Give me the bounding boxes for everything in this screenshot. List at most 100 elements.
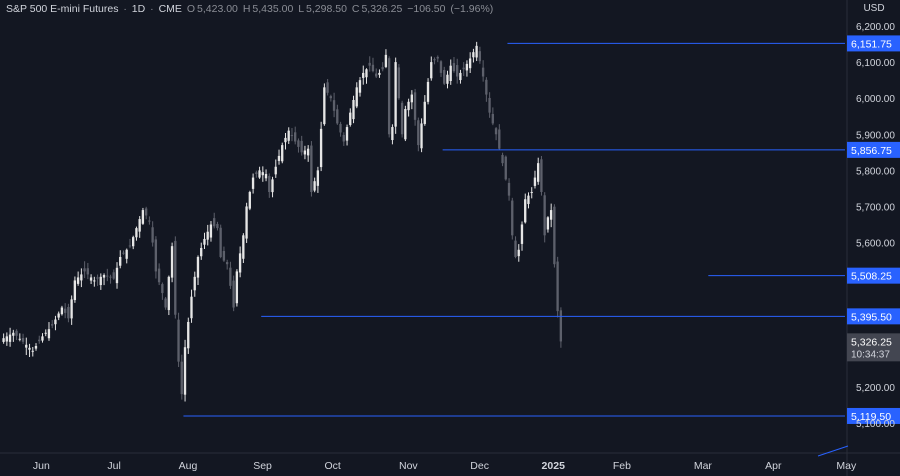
candle-body: [501, 154, 504, 164]
candle-body: [452, 63, 456, 72]
candle-body: [235, 271, 239, 304]
candle-body: [319, 128, 323, 168]
open-label: O: [186, 3, 196, 15]
candle-body: [47, 329, 51, 339]
candle-body: [407, 101, 410, 111]
price-axis-tick: 5,800.00: [856, 166, 895, 177]
candle-body: [86, 268, 89, 275]
candle-body: [410, 94, 413, 103]
candle-body: [232, 280, 235, 308]
time-axis-tick: Apr: [765, 460, 782, 472]
symbol-header: S&P 500 E-mini Futures · 1D · CME O 5,423…: [6, 3, 494, 15]
candle-body: [339, 123, 342, 133]
price-axis-tick: 6,000.00: [856, 94, 895, 105]
time-axis-tick: Feb: [613, 460, 631, 472]
candle-body: [222, 251, 226, 261]
candle-body: [371, 64, 375, 72]
candle-body: [553, 206, 556, 265]
interval-label[interactable]: 1D: [131, 3, 146, 15]
candle-body: [106, 275, 109, 277]
currency-button[interactable]: USD: [863, 3, 885, 14]
high-label: H: [242, 3, 251, 15]
candle-body: [511, 200, 514, 236]
candle-body: [287, 130, 290, 141]
level-label-bg: [847, 407, 900, 424]
candle-body: [517, 249, 520, 257]
candle-body: [177, 319, 180, 362]
candle-body: [381, 67, 384, 70]
scale-handle[interactable]: [817, 445, 849, 457]
candle-body: [141, 210, 145, 224]
candle-body: [2, 338, 5, 342]
exchange-label: CME: [158, 3, 182, 15]
candle-body: [559, 310, 563, 342]
candle-body: [537, 163, 540, 182]
candle-body: [99, 276, 102, 286]
candle-body: [530, 192, 533, 194]
last-price-label-bg: [847, 333, 900, 362]
price-axis-tick: 6,100.00: [856, 58, 895, 69]
low-value: 5,298.50: [306, 3, 347, 15]
time-axis-tick: Dec: [470, 460, 489, 472]
candle-body: [433, 59, 436, 61]
candle-body: [89, 277, 93, 281]
close-value: 5,326.25: [361, 3, 403, 15]
symbol-name[interactable]: S&P 500 E-mini Futures: [6, 3, 119, 15]
open-value: 5,423.00: [197, 3, 238, 15]
countdown-label: 10:34:37: [851, 349, 890, 360]
candle-body: [352, 99, 355, 120]
time-axis-tick: Nov: [399, 460, 418, 472]
candle-body: [128, 245, 132, 247]
candle-body: [203, 238, 206, 245]
level-label: 5,119.50: [851, 411, 891, 423]
candle-body: [423, 101, 426, 124]
candle-body: [349, 112, 352, 125]
candle-body: [329, 96, 332, 99]
candle-body: [132, 237, 135, 247]
candle-body: [251, 177, 255, 189]
price-axis-tick: 5,900.00: [856, 130, 895, 141]
candle-body: [507, 182, 511, 196]
level-label: 5,508.25: [851, 271, 892, 283]
candle-body: [180, 361, 183, 395]
candle-body: [238, 253, 242, 273]
candle-body: [70, 299, 73, 319]
time-axis-tick: Sep: [253, 460, 272, 472]
candle-body: [494, 128, 498, 135]
candle-body: [170, 246, 174, 278]
candle-body: [25, 344, 28, 348]
candle-body: [514, 240, 517, 257]
candle-body: [161, 284, 164, 294]
level-label-bg: [847, 308, 900, 325]
candle-body: [112, 272, 115, 279]
candle-body: [151, 227, 154, 243]
candle-body: [196, 256, 200, 278]
candle-body: [157, 268, 161, 283]
candle-body: [524, 199, 527, 223]
candle-body: [96, 277, 99, 279]
time-axis-tick: Jun: [33, 460, 50, 472]
candle-body: [28, 347, 31, 350]
candle-body: [73, 280, 77, 301]
candle-body: [430, 62, 433, 79]
candle-body: [417, 120, 420, 146]
candle-body: [413, 92, 417, 120]
price-axis-tick: 5,200.00: [856, 383, 895, 394]
candle-body: [284, 137, 287, 143]
candle-body: [462, 67, 465, 70]
low-label: L: [298, 3, 305, 15]
candle-body: [44, 332, 47, 334]
candle-body: [34, 346, 38, 349]
candle-body: [290, 135, 294, 137]
candle-body: [456, 65, 459, 77]
candle-body: [391, 127, 394, 141]
candle-body: [281, 145, 284, 162]
candle-body: [355, 87, 358, 107]
candle-body: [102, 275, 106, 278]
candle-body: [533, 177, 537, 186]
level-label: 5,395.50: [851, 311, 892, 323]
candle-body: [164, 298, 167, 308]
level-label-bg: [847, 35, 900, 52]
candle-body: [174, 240, 177, 315]
